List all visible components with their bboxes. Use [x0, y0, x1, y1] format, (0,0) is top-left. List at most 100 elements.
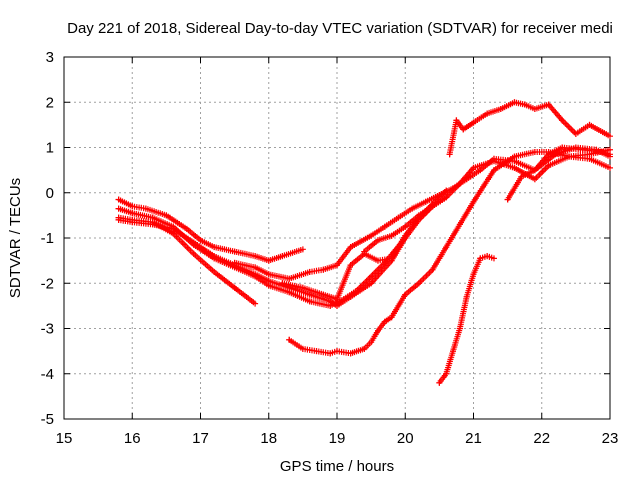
data-point [211, 244, 218, 251]
data-point [279, 253, 286, 260]
data-point [347, 244, 354, 251]
series-trace [436, 253, 495, 386]
data-point [286, 284, 293, 291]
data-point [586, 121, 593, 128]
data-point [115, 196, 122, 203]
data-point [559, 117, 566, 124]
series-track-9 [436, 253, 497, 386]
data-point [395, 214, 402, 221]
data-point [443, 370, 450, 377]
data-point [252, 253, 259, 260]
data-point [388, 314, 395, 321]
series-track-8 [361, 194, 450, 255]
data-point [327, 298, 334, 305]
data-point [211, 253, 218, 260]
series-track-10 [446, 99, 613, 158]
series-trace [361, 195, 448, 255]
data-point [361, 248, 368, 255]
data-point [572, 130, 579, 137]
data-point [231, 259, 238, 266]
data-point [545, 101, 552, 108]
data-point [511, 153, 518, 160]
data-point [183, 225, 190, 232]
data-point [470, 119, 477, 126]
data-point [463, 293, 470, 300]
data-point [115, 216, 122, 223]
data-point [518, 173, 525, 180]
data-point [559, 144, 566, 151]
y-tick-label: -2 [41, 275, 54, 292]
chart-title: Day 221 of 2018, Sidereal Day-to-day VTE… [67, 20, 613, 37]
x-tick-label: 17 [192, 430, 209, 447]
data-point [443, 187, 450, 194]
series-track-5 [231, 144, 613, 282]
data-point [320, 291, 327, 298]
data-point [252, 264, 259, 271]
data-point [299, 345, 306, 352]
data-point [607, 164, 613, 171]
data-point [460, 126, 467, 133]
x-tick-label: 18 [260, 430, 277, 447]
data-point [402, 291, 409, 298]
grid-lines [64, 57, 610, 419]
data-point [306, 291, 313, 298]
y-tick-label: -4 [41, 366, 54, 383]
data-point [456, 221, 463, 228]
y-tick-label: -1 [41, 230, 54, 247]
data-point [361, 345, 368, 352]
data-point [142, 205, 149, 212]
series-track-11 [504, 144, 613, 203]
data-point [368, 280, 375, 287]
data-point [265, 271, 272, 278]
data-point [381, 318, 388, 325]
data-point [511, 164, 518, 171]
series-track-1 [115, 196, 306, 264]
data-point [347, 293, 354, 300]
data-point [368, 273, 375, 280]
data-point [490, 155, 497, 162]
data-point [477, 167, 484, 174]
data-point [149, 221, 156, 228]
data-point [443, 244, 450, 251]
x-tick-label: 22 [533, 430, 550, 447]
data-point [545, 151, 552, 158]
data-point [190, 239, 197, 246]
data-point [334, 302, 340, 309]
x-tick-label: 23 [602, 430, 619, 447]
data-point [450, 185, 457, 192]
data-point [470, 198, 477, 205]
data-point [368, 232, 375, 239]
data-point [600, 149, 607, 156]
data-point [374, 257, 381, 264]
data-point [299, 246, 306, 253]
y-tick-label: -3 [41, 321, 54, 338]
data-point [374, 327, 381, 334]
series-trace [286, 147, 611, 357]
y-tick-label: -5 [41, 411, 54, 428]
data-point [231, 248, 238, 255]
data-point [265, 277, 272, 284]
data-point [566, 153, 573, 160]
data-point [170, 225, 177, 232]
data-point [334, 296, 340, 303]
data-point [531, 106, 538, 113]
data-point [402, 232, 409, 239]
x-tick-label: 15 [56, 430, 73, 447]
data-point [490, 167, 497, 174]
y-tick-label: 3 [46, 49, 54, 66]
data-point [497, 106, 504, 113]
data-point [470, 271, 477, 278]
data-point [299, 284, 306, 291]
data-point [313, 348, 320, 355]
data-point [429, 266, 436, 273]
data-point [531, 149, 538, 156]
data-point [436, 379, 443, 386]
data-point [511, 99, 518, 106]
data-point [415, 280, 422, 287]
data-point [320, 266, 327, 273]
plot-frame [63, 56, 611, 420]
data-series [115, 99, 613, 386]
data-point [368, 339, 375, 346]
data-point [484, 110, 491, 117]
